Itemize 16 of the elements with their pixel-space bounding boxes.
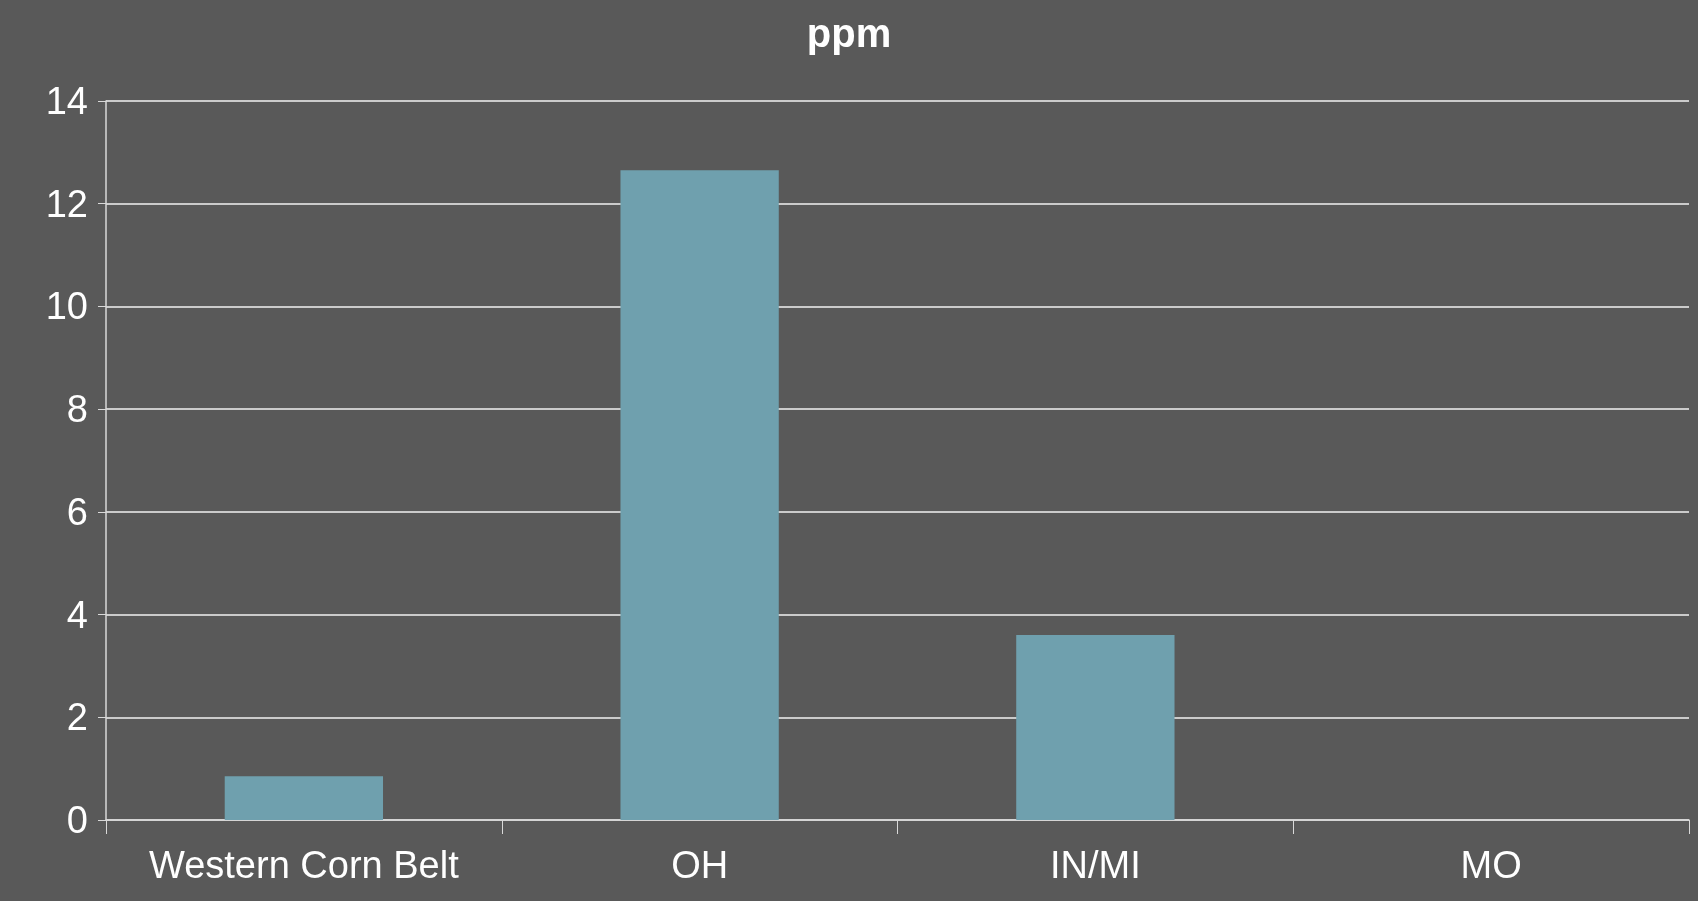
- y-tick-label: 0: [66, 799, 88, 841]
- bar: [620, 170, 779, 820]
- chart-title: ppm: [806, 11, 892, 55]
- y-tick-label: 4: [66, 593, 88, 636]
- y-tick-label: 8: [66, 388, 88, 431]
- x-tick-label: MO: [1460, 844, 1522, 886]
- x-tick-label: OH: [671, 844, 729, 886]
- y-tick-label: 14: [45, 80, 88, 122]
- bar: [224, 776, 384, 820]
- bar: [1016, 635, 1175, 820]
- x-tick-label: IN/MI: [1049, 844, 1141, 886]
- y-tick-label: 6: [66, 490, 88, 533]
- y-tick-label: 10: [45, 285, 88, 328]
- y-tick-label: 12: [45, 182, 88, 225]
- x-tick-label: Western Corn Belt: [148, 844, 460, 886]
- y-tick-label: 2: [66, 696, 88, 739]
